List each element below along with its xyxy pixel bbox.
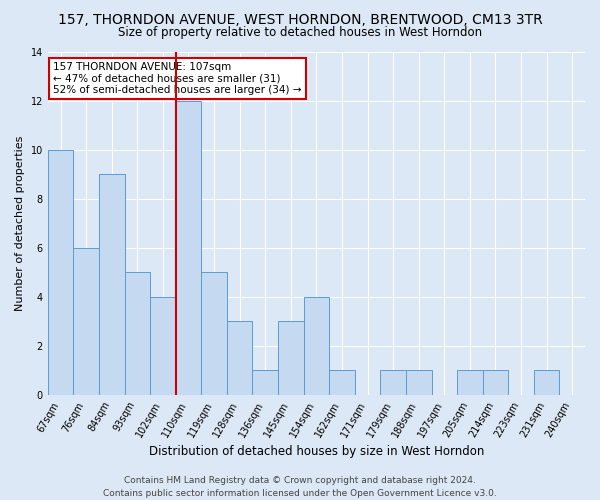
Bar: [534, 370, 559, 395]
Bar: [48, 150, 73, 395]
Bar: [99, 174, 125, 395]
Text: Contains HM Land Registry data © Crown copyright and database right 2024.
Contai: Contains HM Land Registry data © Crown c…: [103, 476, 497, 498]
Text: 157, THORNDON AVENUE, WEST HORNDON, BRENTWOOD, CM13 3TR: 157, THORNDON AVENUE, WEST HORNDON, BREN…: [58, 12, 542, 26]
Bar: [380, 370, 406, 395]
Bar: [227, 322, 253, 395]
Text: Size of property relative to detached houses in West Horndon: Size of property relative to detached ho…: [118, 26, 482, 39]
Bar: [482, 370, 508, 395]
X-axis label: Distribution of detached houses by size in West Horndon: Distribution of detached houses by size …: [149, 444, 484, 458]
Bar: [406, 370, 431, 395]
Bar: [304, 297, 329, 395]
Bar: [201, 272, 227, 395]
Bar: [125, 272, 150, 395]
Text: 157 THORNDON AVENUE: 107sqm
← 47% of detached houses are smaller (31)
52% of sem: 157 THORNDON AVENUE: 107sqm ← 47% of det…: [53, 62, 302, 95]
Bar: [150, 297, 176, 395]
Bar: [278, 322, 304, 395]
Bar: [253, 370, 278, 395]
Bar: [329, 370, 355, 395]
Y-axis label: Number of detached properties: Number of detached properties: [15, 136, 25, 311]
Bar: [176, 100, 201, 395]
Bar: [73, 248, 99, 395]
Bar: [457, 370, 482, 395]
